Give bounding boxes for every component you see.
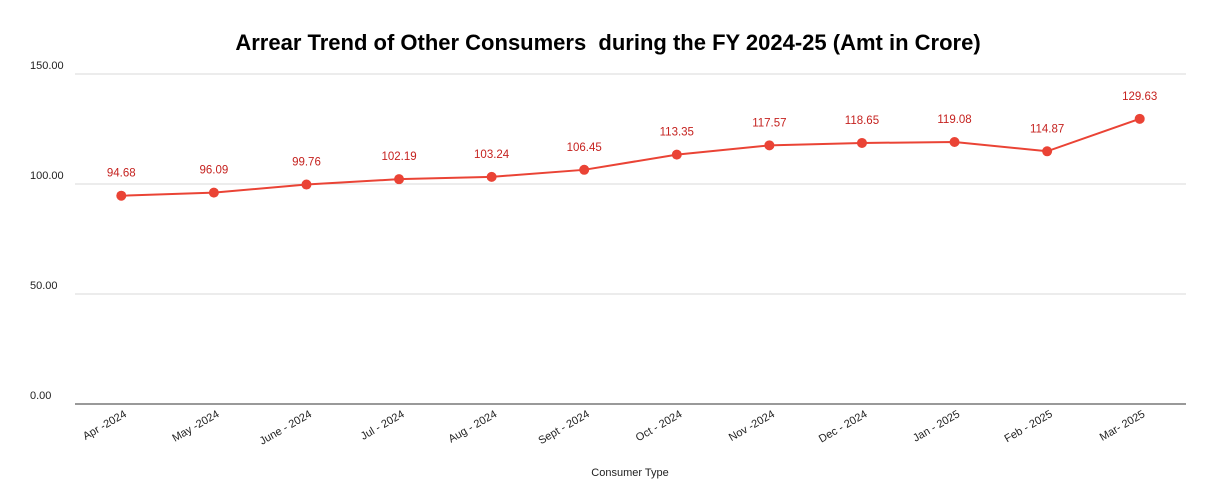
data-label: 99.76 [292,157,321,169]
chart-title: Arrear Trend of Other Consumers during t… [235,30,980,55]
data-label: 102.19 [381,151,416,163]
point [486,171,497,182]
y-tick-label: 150.00 [30,60,64,72]
y-tick-label: 100.00 [30,170,64,182]
data-label: 118.65 [845,115,879,127]
data-label: 103.24 [474,149,510,161]
line [121,117,1141,197]
point [949,137,960,148]
point [579,164,590,175]
data-label: 96.09 [199,165,228,177]
point [208,187,219,198]
point [764,140,775,151]
point [1042,146,1053,157]
data-label: 106.45 [567,142,602,154]
point [671,149,682,160]
data-label: 113.35 [660,127,694,139]
point [301,179,312,190]
data-label: 117.57 [752,117,786,129]
data-label: 114.87 [1030,123,1064,135]
y-tick-label: 50.00 [30,280,58,292]
x-axis-title: Consumer Type [591,467,668,479]
data-label: 119.08 [937,114,971,126]
point [1134,113,1145,124]
y-tick-label: 0.00 [30,390,51,402]
point [856,137,867,148]
data-label: 94.68 [107,168,136,180]
data-label: 129.63 [1122,91,1157,103]
point [394,174,405,185]
point [116,190,127,201]
